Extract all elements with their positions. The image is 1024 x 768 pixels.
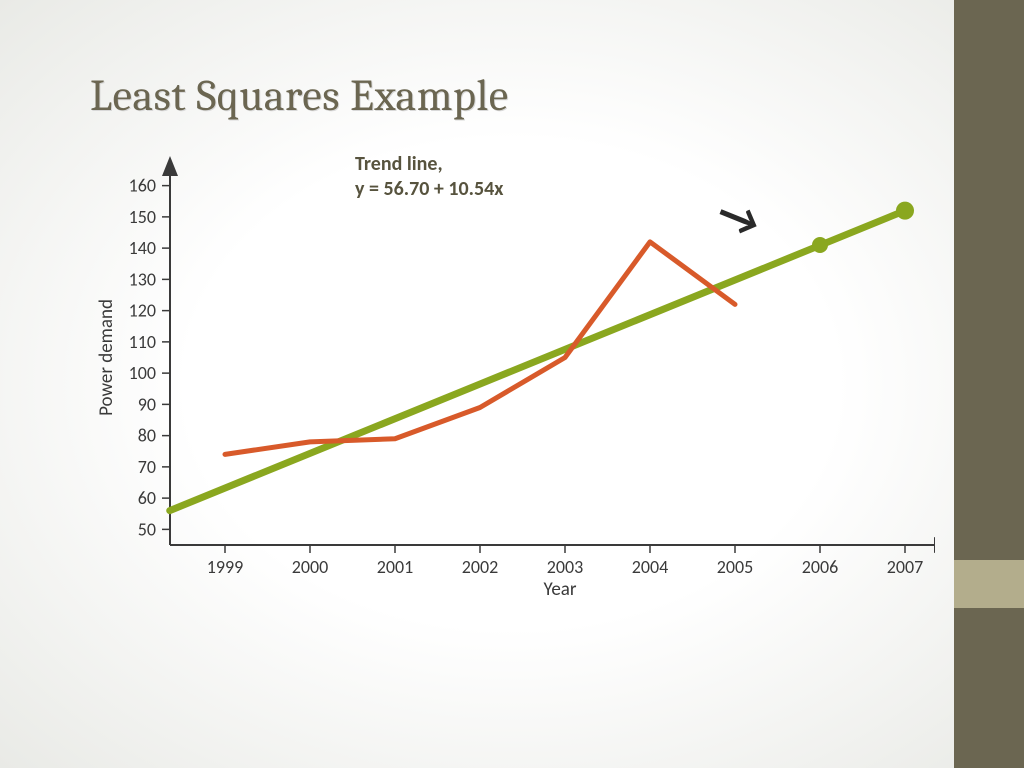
- svg-text:90: 90: [138, 393, 156, 415]
- trend-annotation: Trend line, y = 56.70 + 10.54x: [355, 152, 503, 202]
- slide: Least Squares Example 50 60 70 80 90 100 110 12…: [0, 0, 1024, 768]
- svg-text:160: 160: [129, 175, 156, 197]
- power-demand-chart: 50 60 70 80 90 100 110 120 130 140 150 160 1999 2000 2…: [85, 155, 935, 610]
- svg-text:70: 70: [138, 456, 156, 478]
- svg-text:100: 100: [129, 362, 156, 384]
- svg-text:130: 130: [129, 268, 156, 290]
- svg-text:60: 60: [138, 487, 156, 509]
- svg-text:140: 140: [129, 237, 156, 259]
- svg-text:120: 120: [129, 300, 156, 322]
- svg-text:110: 110: [129, 331, 156, 353]
- slide-title: Least Squares Example: [90, 70, 509, 121]
- svg-text:2007: 2007: [887, 556, 924, 578]
- svg-text:2006: 2006: [802, 556, 839, 578]
- svg-text:2003: 2003: [547, 556, 584, 578]
- trend-annotation-line1: Trend line,: [355, 152, 443, 176]
- svg-text:Year: Year: [543, 578, 576, 601]
- svg-text:2001: 2001: [377, 556, 414, 578]
- trend-annotation-line2: y = 56.70 + 10.54x: [355, 177, 503, 201]
- svg-text:50: 50: [138, 518, 156, 540]
- svg-text:2005: 2005: [717, 556, 754, 578]
- svg-text:Power demand: Power demand: [95, 299, 118, 416]
- sidebar-stripe: [954, 0, 1024, 768]
- svg-text:150: 150: [129, 206, 156, 228]
- svg-text:2002: 2002: [462, 556, 499, 578]
- svg-text:1999: 1999: [207, 556, 244, 578]
- sidebar-accent: [954, 560, 1024, 608]
- svg-text:2004: 2004: [632, 556, 669, 578]
- chart-svg: 50 60 70 80 90 100 110 120 130 140 150 160 1999 2000 2…: [85, 155, 935, 610]
- svg-text:2000: 2000: [292, 556, 329, 578]
- svg-text:80: 80: [138, 425, 156, 447]
